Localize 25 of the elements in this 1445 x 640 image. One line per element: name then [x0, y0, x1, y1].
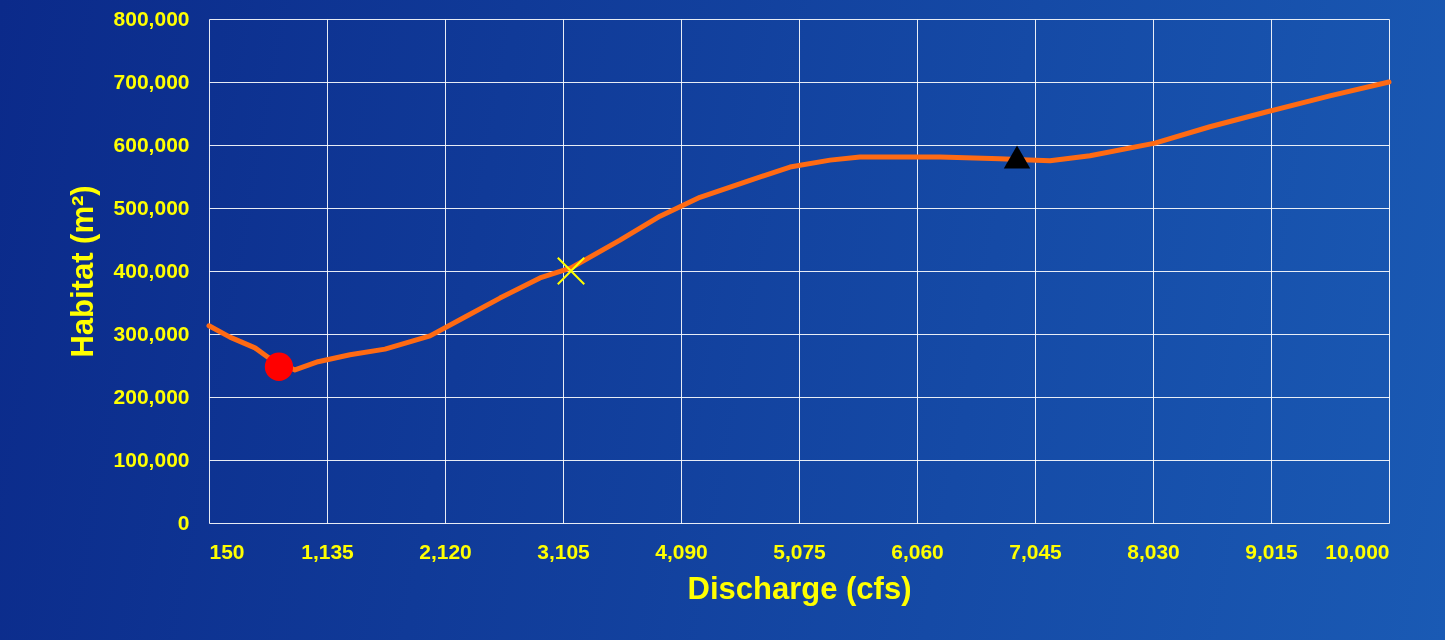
x-axis-title: Discharge (cfs) — [687, 570, 912, 606]
x-tick-label: 5,075 — [773, 539, 827, 563]
y-tick-label: 500,000 — [113, 195, 190, 219]
y-tick-label: 700,000 — [113, 69, 190, 93]
x-tick-label: 7,045 — [1009, 539, 1063, 563]
x-tick-label: 6,060 — [891, 539, 944, 563]
x-tick-label: 1,135 — [301, 539, 355, 563]
x-tick-label: 3,105 — [537, 539, 591, 563]
y-tick-label: 0 — [177, 510, 190, 534]
x-tick-label: 150 — [209, 539, 245, 563]
y-tick-label: 300,000 — [113, 321, 190, 345]
x-tick-label: 4,090 — [655, 539, 708, 563]
y-tick-label: 800,000 — [113, 6, 190, 30]
point — [1003, 145, 1031, 169]
x-tick-label: 8,030 — [1127, 539, 1180, 563]
point — [556, 256, 586, 286]
y-tick-label: 100,000 — [113, 447, 190, 471]
y-tick-label: 200,000 — [113, 384, 190, 408]
x-tick-label: 10,000 — [1325, 539, 1390, 563]
x-tick-label: 2,120 — [419, 539, 472, 563]
y-tick-label: 600,000 — [113, 132, 190, 156]
x-tick-label: 9,015 — [1245, 539, 1299, 563]
y-tick-label: 400,000 — [113, 258, 190, 282]
point — [264, 352, 294, 381]
y-axis-title: Habitat (m²) — [64, 185, 100, 358]
